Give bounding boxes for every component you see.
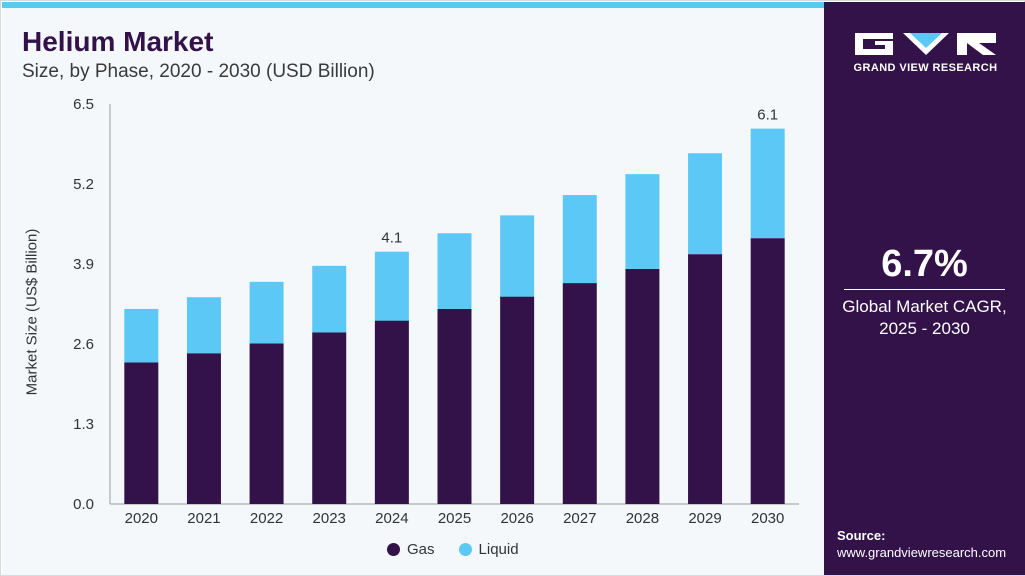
x-tick-label-2030: 2030 — [751, 510, 784, 527]
bar-liquid-2030 — [750, 128, 785, 239]
x-tick-label-2023: 2023 — [313, 510, 346, 527]
bar-liquid-2025 — [437, 233, 472, 309]
bar-gas-2024 — [374, 320, 409, 504]
bar-liquid-2024 — [374, 251, 409, 321]
x-tick-label-2027: 2027 — [563, 510, 596, 527]
x-tick-label-2020: 2020 — [125, 510, 158, 527]
bar-liquid-2026 — [500, 215, 535, 297]
y-tick-label-1: 1.3 — [73, 416, 94, 433]
cagr-divider — [844, 289, 1005, 290]
bar-gas-2022 — [249, 343, 284, 504]
bar-gas-2030 — [750, 238, 785, 504]
bar-gas-2021 — [186, 353, 221, 504]
cagr-label-line1: Global Market CAGR, — [842, 297, 1007, 316]
legend-label-gas: Gas — [407, 541, 435, 558]
accent-bar — [2, 2, 824, 8]
logo-text: GRAND VIEW RESEARCH — [853, 62, 998, 74]
data-label-2030: 6.1 — [757, 107, 778, 124]
bar-liquid-2022 — [249, 281, 284, 344]
bar-liquid-2020 — [124, 308, 159, 363]
x-tick-label-2028: 2028 — [626, 510, 659, 527]
chart-subtitle: Size, by Phase, 2020 - 2030 (USD Billion… — [22, 61, 375, 82]
legend-swatch-liquid — [458, 543, 472, 556]
bar-gas-2028 — [625, 268, 660, 504]
bar-liquid-2021 — [186, 297, 221, 354]
bar-gas-2025 — [437, 308, 472, 504]
bar-liquid-2029 — [688, 153, 723, 255]
y-tick-label-5: 6.5 — [73, 96, 94, 113]
bar-liquid-2023 — [312, 265, 347, 333]
sidebar: GRAND VIEW RESEARCH 6.7% Global Market C… — [824, 2, 1025, 575]
x-tick-label-2026: 2026 — [500, 510, 533, 527]
bar-gas-2029 — [688, 254, 723, 504]
cagr-label: Global Market CAGR, 2025 - 2030 — [824, 296, 1025, 340]
y-tick-label-0: 0.0 — [73, 496, 94, 513]
x-tick-label-2021: 2021 — [187, 510, 220, 527]
bar-liquid-2027 — [562, 195, 597, 284]
source-url: www.grandviewresearch.com — [837, 545, 1007, 560]
bar-gas-2020 — [124, 362, 159, 504]
stacked-bar-chart: 0.0 1.3 2.6 3.9 5.2 6.5 2020 2021 2022 2023 2024 4.… — [73, 96, 799, 527]
y-tick-label-4: 5.2 — [73, 176, 94, 193]
x-tick-label-2024: 2024 — [375, 510, 408, 527]
legend-item-liquid: Liquid — [458, 541, 519, 558]
legend-swatch-gas — [387, 543, 400, 556]
legend: Gas Liquid — [387, 541, 543, 558]
x-tick-label-2025: 2025 — [438, 510, 471, 527]
bar-liquid-2028 — [625, 174, 660, 269]
bar-gas-2026 — [500, 296, 535, 504]
source-label: Source: — [837, 528, 886, 543]
chart-title: Helium Market — [22, 26, 214, 57]
data-label-2024: 4.1 — [381, 230, 402, 247]
cagr-label-line2: 2025 - 2030 — [879, 319, 970, 338]
grand-view-research-logo: GRAND VIEW RESEARCH — [853, 29, 998, 77]
x-tick-label-2029: 2029 — [688, 510, 721, 527]
legend-item-gas: Gas — [387, 541, 435, 558]
legend-label-liquid: Liquid — [478, 541, 519, 558]
bar-gas-2023 — [312, 332, 347, 504]
y-tick-label-3: 3.9 — [73, 256, 94, 273]
cagr-value: 6.7% — [881, 243, 968, 285]
chart-panel: Helium Market Size, by Phase, 2020 - 203… — [2, 2, 824, 575]
x-tick-label-2022: 2022 — [250, 510, 283, 527]
bar-gas-2027 — [562, 283, 597, 504]
y-tick-label-2: 2.6 — [73, 336, 94, 353]
logo-mark-icon — [855, 33, 996, 55]
